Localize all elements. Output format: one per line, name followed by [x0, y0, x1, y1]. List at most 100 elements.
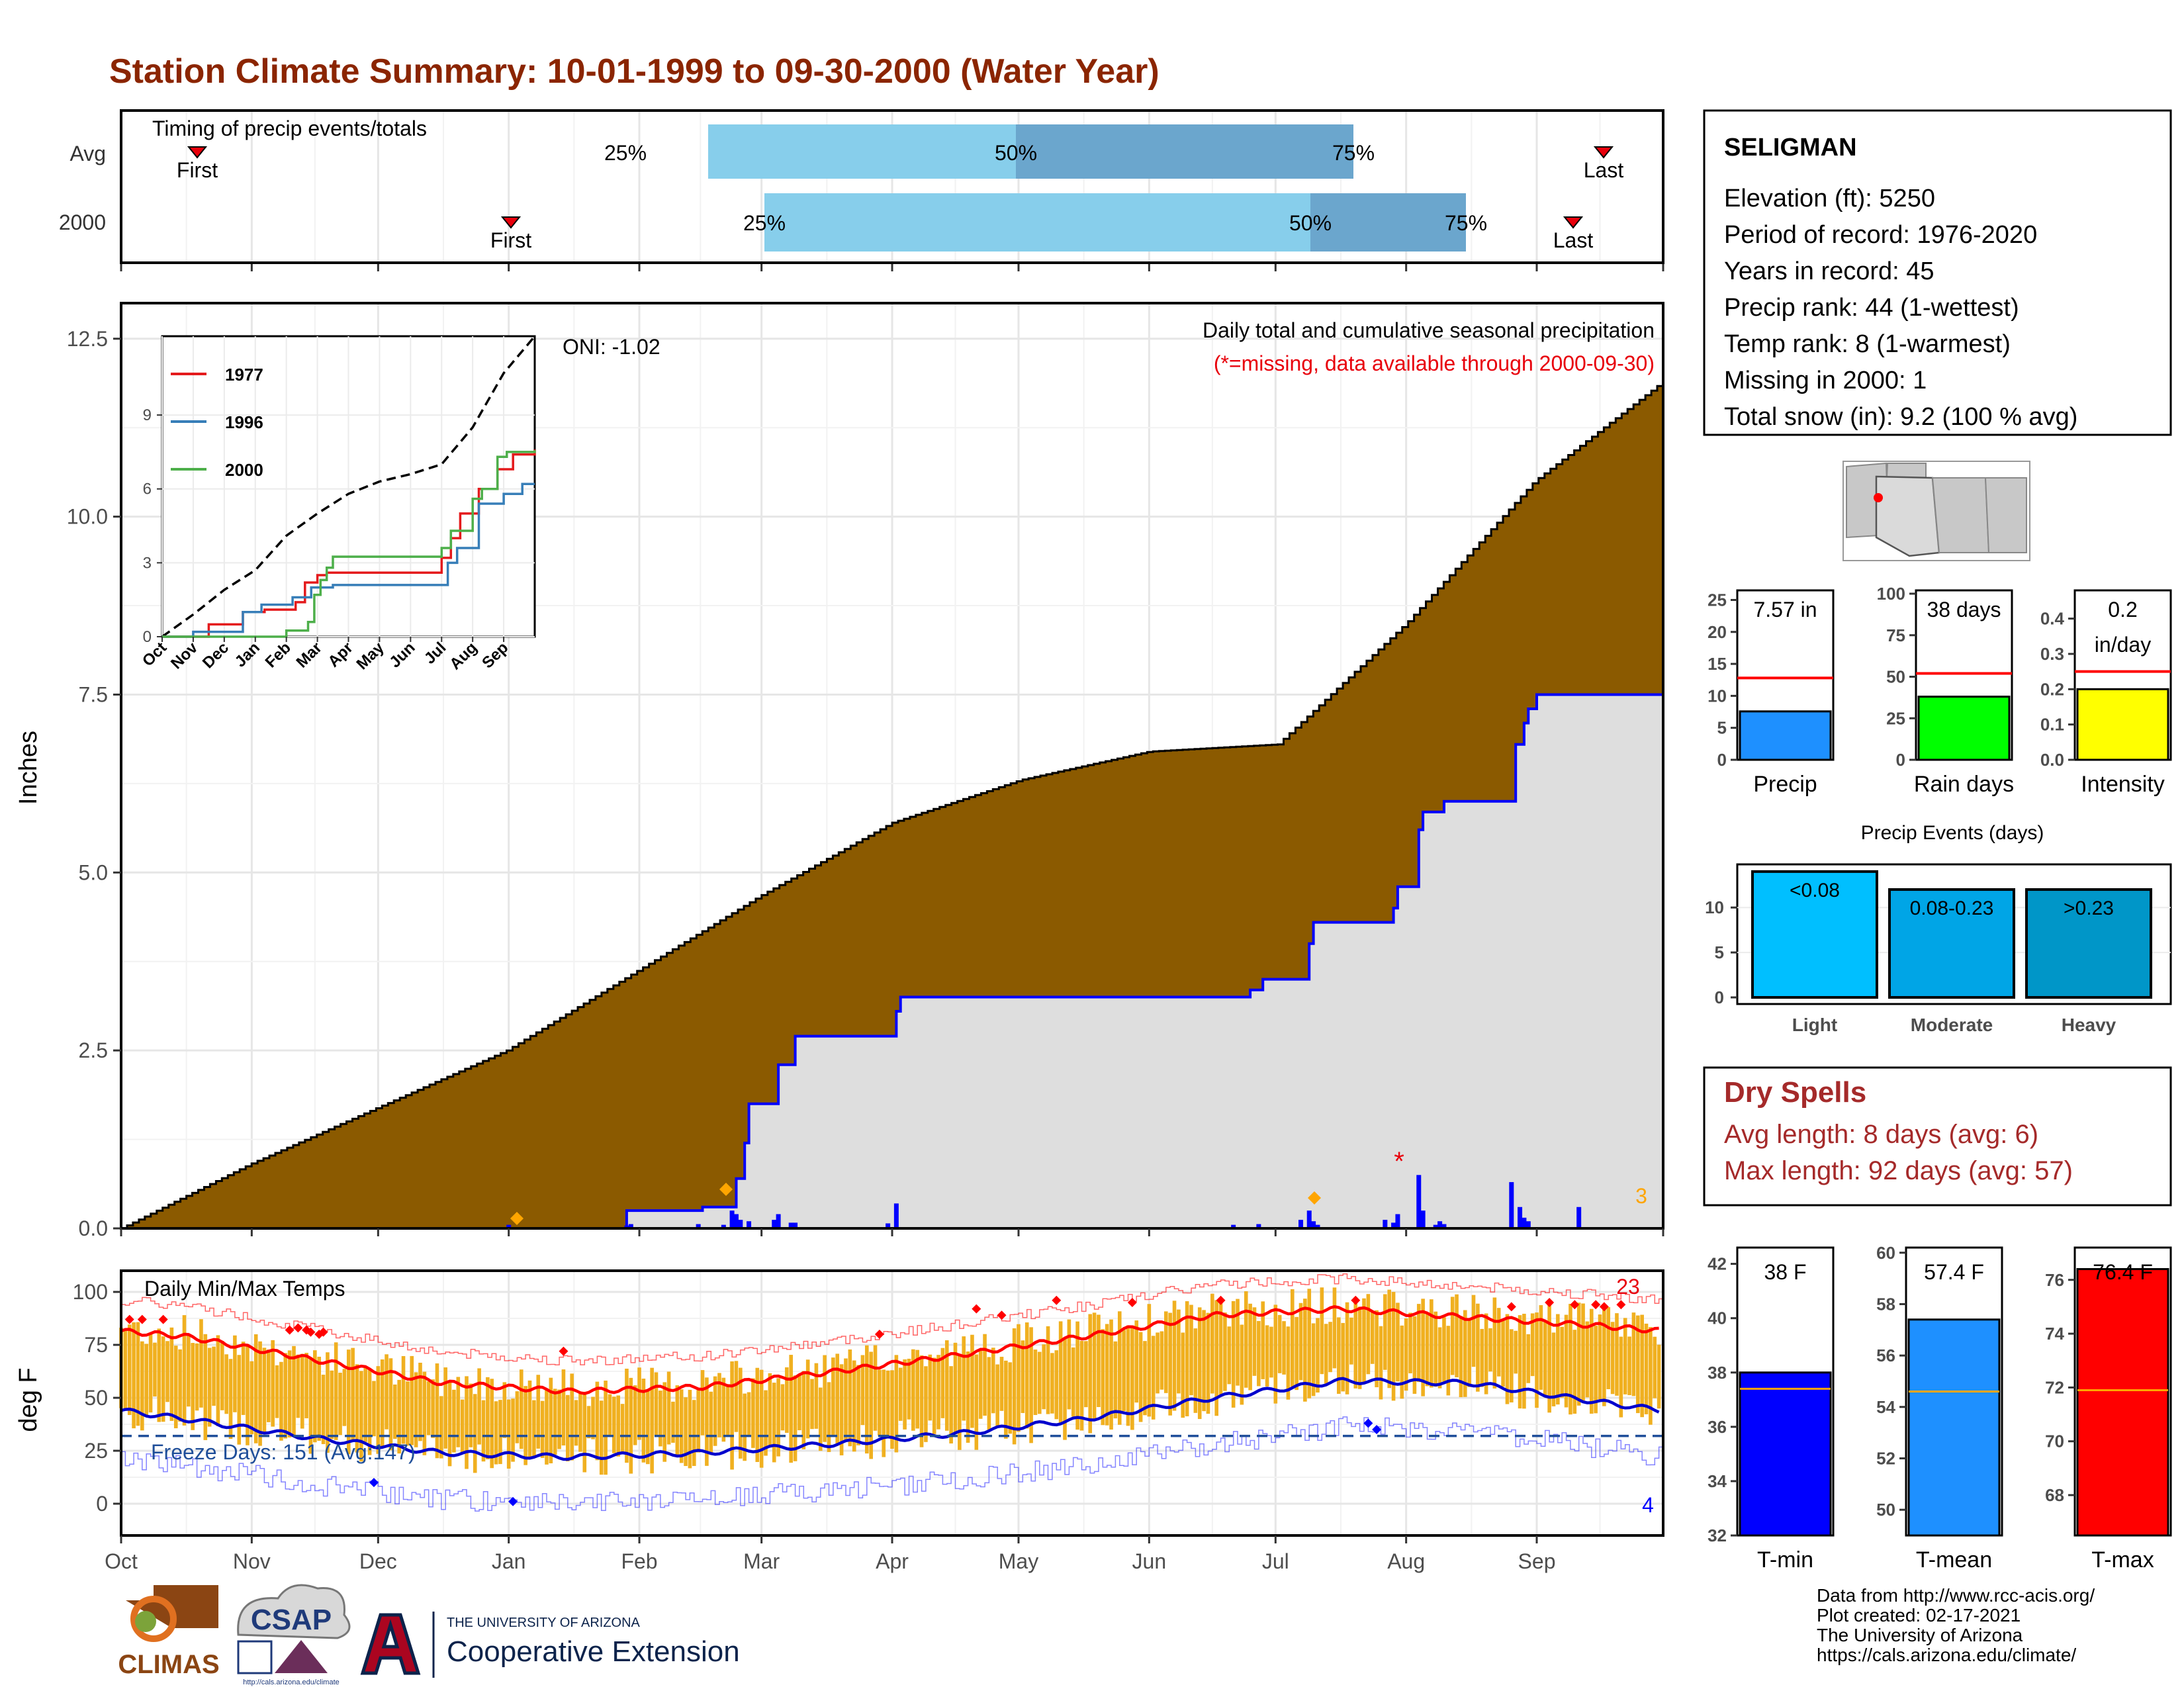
record-high-marker [874, 1330, 884, 1339]
daily-temp-bar [363, 1367, 368, 1442]
daily-temp-bar [852, 1360, 856, 1452]
daily-temp-bar [725, 1384, 730, 1437]
record-high-marker [318, 1327, 328, 1337]
daily-temp-bar [768, 1373, 772, 1448]
t-mean-summary-y-tick-label: 54 [1876, 1397, 1895, 1417]
daily-temp-bar [1113, 1341, 1118, 1419]
daily-temp-bar [764, 1390, 768, 1456]
daily-temp-bar [810, 1379, 814, 1430]
t-max-summary-y-tick-label: 76 [2045, 1270, 2064, 1290]
credit-line: Data from http://www.rcc-acis.org/ [1817, 1585, 2095, 1606]
daily-precip-bar [886, 1223, 891, 1228]
daily-temp-bar [460, 1399, 465, 1454]
daily-temp-bar [1143, 1341, 1147, 1416]
daily-temp-bar [1303, 1299, 1307, 1402]
intensity-mini-y-tick-label: 0.3 [2040, 644, 2064, 664]
daily-temp-bar [1021, 1340, 1025, 1414]
daily-temp-bar [1024, 1322, 1029, 1429]
credit-line: Plot created: 02-17-2021 [1817, 1605, 2021, 1625]
daily-temp-bar [199, 1319, 203, 1408]
daily-temp-bar [207, 1348, 212, 1427]
y2000-50-75-bar [1310, 193, 1466, 251]
record-high-marker [972, 1304, 981, 1314]
daily-temp-bar [1320, 1287, 1324, 1375]
daily-temp-bar [304, 1353, 308, 1418]
inset-y-tick-label: 9 [143, 406, 152, 424]
daily-temp-bar [1097, 1314, 1101, 1408]
daily-temp-bar [1163, 1311, 1168, 1393]
daily-temp-bar [1576, 1303, 1581, 1406]
missing-marker: * [1394, 1147, 1404, 1176]
daily-temp-bar [1505, 1314, 1510, 1404]
precip-chart-title: Daily total and cumulative seasonal prec… [1203, 318, 1655, 342]
daily-temp-bar [132, 1322, 136, 1429]
daily-precip-bar [506, 1224, 512, 1228]
daily-temp-bar [586, 1406, 591, 1439]
daily-temp-bar [1214, 1300, 1218, 1416]
daily-temp-bar [553, 1389, 557, 1455]
daily-temp-bar [1391, 1291, 1396, 1401]
precip-mini-y-tick-label: 0 [1717, 750, 1727, 770]
ua-cooperative-extension-text: Cooperative Extension [447, 1635, 740, 1668]
daily-temp-bar [1265, 1325, 1269, 1387]
daily-temp-bar [574, 1400, 578, 1446]
daily-temp-bar [355, 1364, 359, 1453]
avg-first-label: First [177, 158, 218, 182]
daily-temp-bar [1615, 1313, 1619, 1396]
daily-temp-bar [599, 1400, 604, 1475]
daily-temp-bar [1316, 1318, 1320, 1393]
daily-temp-bar [481, 1400, 486, 1462]
map-new-mexico [1931, 477, 1990, 553]
t-mean-summary-bar [1907, 1318, 2001, 1537]
daily-temp-bar [1092, 1312, 1097, 1419]
daily-temp-bar [431, 1379, 435, 1438]
record-high-marker [997, 1310, 1007, 1320]
daily-temp-bar [928, 1354, 933, 1421]
rain-days-mini-bar [1917, 696, 2011, 761]
inset-y-tick-label: 3 [143, 554, 152, 572]
daily-temp-bar [1177, 1309, 1181, 1394]
daily-temp-bar [932, 1357, 936, 1434]
temp-y-tick-label: 25 [84, 1439, 108, 1463]
temp-y-tick-label: 50 [84, 1386, 108, 1410]
daily-temp-bar [511, 1398, 515, 1462]
daily-temp-bar [772, 1383, 776, 1463]
record-high-marker [1599, 1302, 1609, 1312]
daily-temp-bar [195, 1343, 199, 1411]
daily-temp-bar [1375, 1310, 1379, 1388]
daily-temp-bar [970, 1334, 974, 1428]
precip-mini-y-tick-label: 20 [1707, 622, 1727, 642]
daily-temp-bar [144, 1344, 148, 1416]
record-low-marker [1363, 1418, 1373, 1428]
daily-temp-bar [848, 1349, 852, 1447]
dry-spells-box: Dry Spells Avg length: 8 days (avg: 6) M… [1703, 1066, 2172, 1207]
month-tick-label: Mar [743, 1549, 780, 1573]
daily-temp-bar [1484, 1313, 1488, 1394]
daily-temp-bar [1248, 1303, 1252, 1391]
daily-temp-bar [1290, 1289, 1295, 1387]
daily-temp-bar [962, 1336, 966, 1421]
daily-temp-bar [173, 1346, 178, 1429]
record-tmin-line [121, 1416, 1663, 1512]
rain-days-mini-axis-label: Rain days [1914, 772, 2014, 797]
daily-temp-bar [751, 1378, 755, 1448]
t-min-summary-y-tick-label: 32 [1707, 1526, 1727, 1545]
inset-y-tick-label: 0 [143, 628, 152, 646]
daily-temp-bar [1636, 1315, 1640, 1414]
inset-x-tick-label: Apr [324, 639, 356, 670]
daily-temp-bar [1437, 1327, 1442, 1389]
daily-temp-bar [591, 1396, 595, 1440]
record-high-marker [285, 1325, 295, 1335]
daily-temp-bar [625, 1368, 629, 1463]
month-tick-label: Dec [359, 1549, 397, 1573]
month-tick-label: Feb [621, 1549, 657, 1573]
daily-temp-bar [406, 1381, 410, 1446]
daily-temp-bar [140, 1341, 144, 1431]
y2000-last-marker [1563, 216, 1584, 229]
daily-temp-bar [426, 1381, 431, 1436]
record-high-marker [1052, 1295, 1062, 1305]
daily-temp-bar [1261, 1301, 1265, 1379]
daily-temp-bar [1042, 1344, 1046, 1410]
daily-temp-bar [1117, 1311, 1122, 1425]
climas-leaf-icon [135, 1611, 156, 1632]
